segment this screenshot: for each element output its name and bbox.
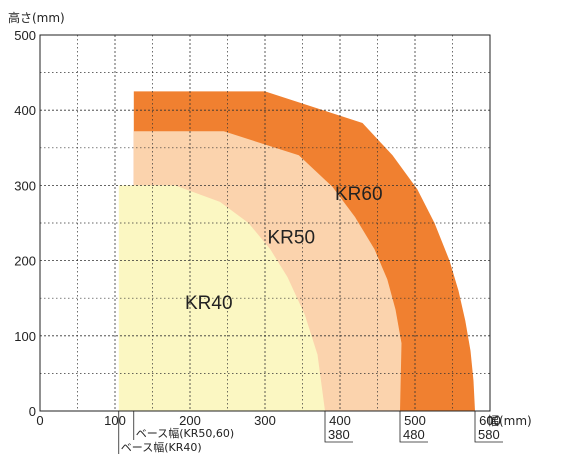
x-tick-label: 500 — [404, 413, 426, 428]
extent-label: 380 — [328, 427, 350, 442]
x-tick-label: 200 — [179, 413, 201, 428]
y-tick-label: 300 — [14, 178, 36, 193]
x-tick-label: 400 — [329, 413, 351, 428]
region-labels: KR60 KR50 KR40 — [185, 184, 383, 314]
region-label-kr40: KR40 — [185, 293, 233, 314]
plot-frame — [39, 34, 491, 412]
region-label-kr60: KR60 — [335, 184, 383, 205]
grid — [40, 35, 490, 411]
annotations: ベース幅(KR50,60)ベース幅(KR40) 380 480 580 — [118, 411, 503, 454]
extent-marker — [399, 411, 428, 443]
reach-regions — [118, 91, 476, 412]
y-tick-label: 500 — [14, 28, 36, 43]
tick-labels: 0 100 200 300 400 500 600 0 100 200 300 400 500 — [14, 28, 501, 428]
extent-marker — [324, 411, 353, 443]
region-kr40 — [118, 185, 325, 411]
extent-label: 480 — [403, 427, 425, 442]
y-axis-title: 高さ(mm) — [8, 10, 65, 25]
y-tick-label: 400 — [14, 103, 36, 118]
region-label-kr50: KR50 — [267, 228, 315, 249]
base-width-label-kr40: ベース幅(KR40) — [121, 441, 202, 454]
y-tick-label: 100 — [14, 329, 36, 344]
base-width-label-kr50-60: ベース幅(KR50,60) — [136, 427, 234, 440]
x-axis-title: 幅(mm) — [487, 413, 532, 428]
extent-marker — [474, 411, 503, 443]
extent-label: 580 — [478, 427, 500, 442]
x-tick-label: 300 — [254, 413, 276, 428]
x-tick-label: 100 — [104, 413, 126, 428]
x-tick-label: 600 — [479, 413, 501, 428]
x-tick-label: 0 — [36, 413, 43, 428]
y-tick-label: 0 — [29, 404, 36, 419]
y-tick-label: 200 — [14, 254, 36, 269]
